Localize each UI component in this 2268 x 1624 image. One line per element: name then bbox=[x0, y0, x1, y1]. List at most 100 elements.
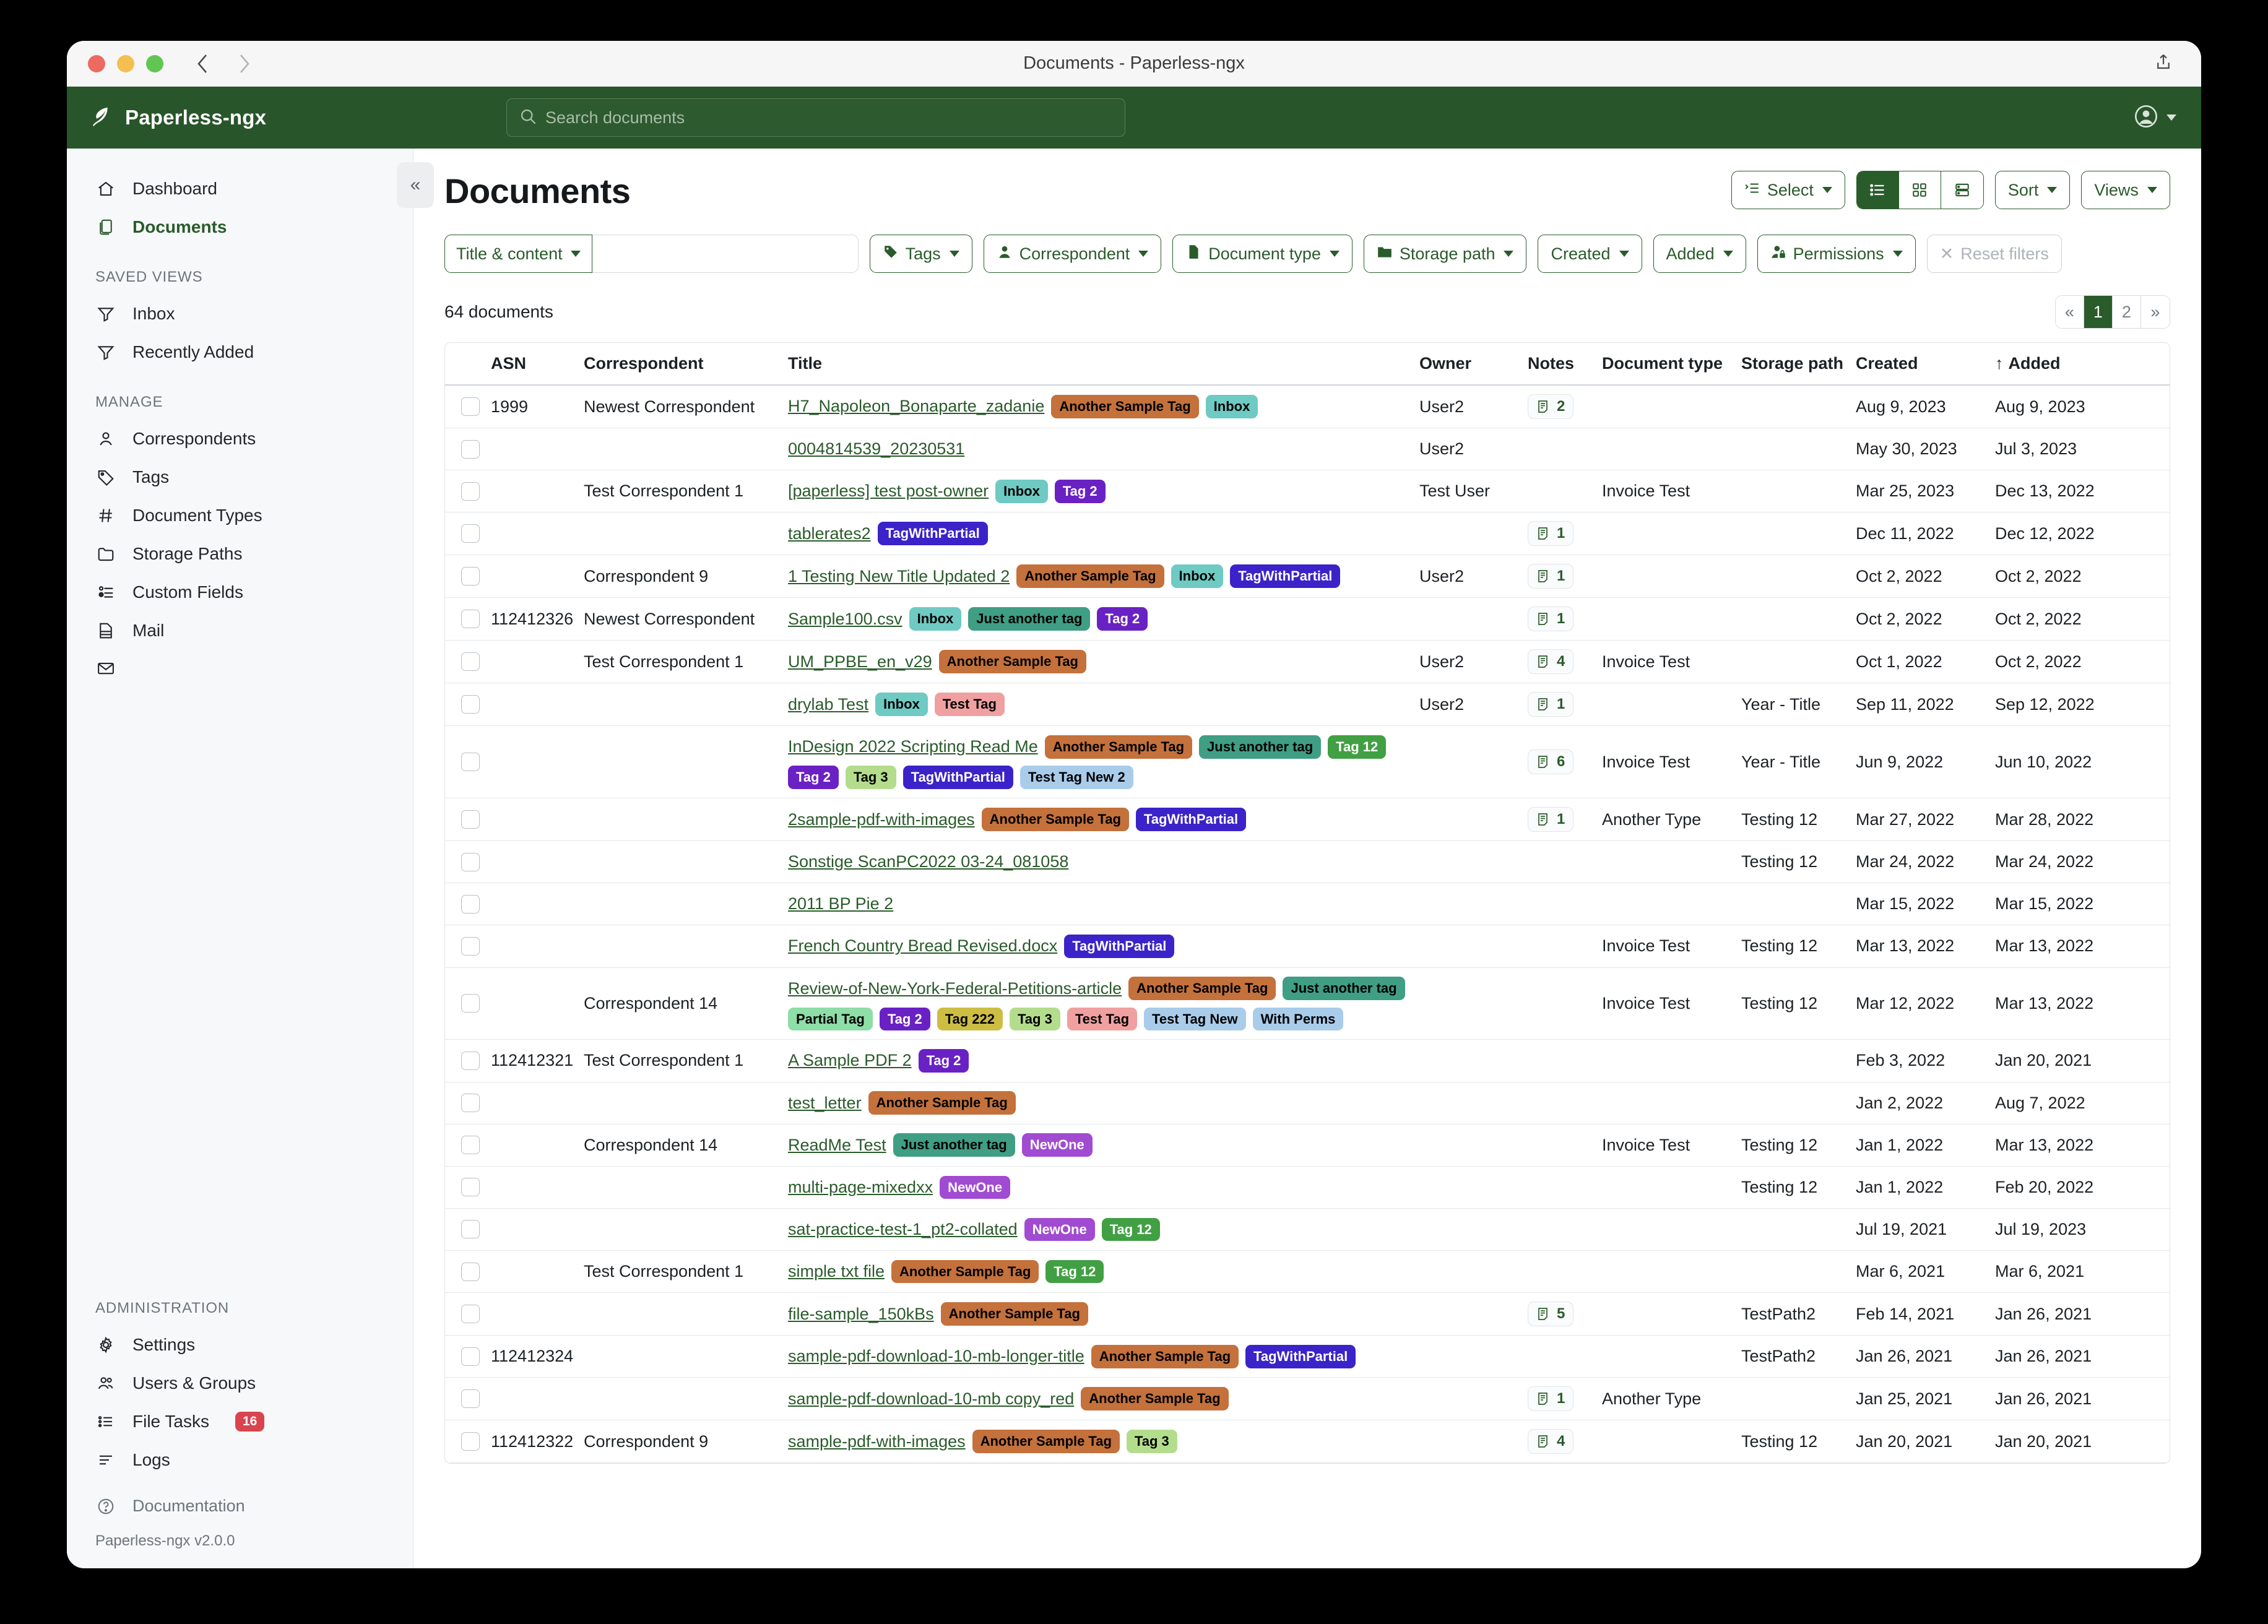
tag-chip[interactable]: Another Sample Tag bbox=[891, 1259, 1039, 1284]
notes-badge[interactable]: 1 bbox=[1528, 607, 1574, 632]
tag-chip[interactable]: Tag 3 bbox=[1010, 1007, 1060, 1031]
row-checkbox[interactable] bbox=[461, 753, 480, 772]
sidebar-item-file-tasks[interactable]: File Tasks 16 bbox=[67, 1402, 413, 1441]
column-header-created[interactable]: Created bbox=[1856, 343, 1995, 386]
row-checkbox[interactable] bbox=[461, 695, 480, 714]
tag-chip[interactable]: Another Sample Tag bbox=[1128, 977, 1276, 1000]
row-checkbox[interactable] bbox=[461, 397, 480, 416]
notes-badge[interactable]: 1 bbox=[1528, 807, 1574, 832]
document-title-link[interactable]: test_letter bbox=[788, 1093, 862, 1112]
document-title-link[interactable]: [paperless] test post-owner bbox=[788, 482, 989, 501]
table-row[interactable]: multi-page-mixedxx NewOne Testing 12 Jan 1,… bbox=[445, 1166, 2170, 1209]
table-row[interactable]: test_letter Another Sample Tag Jan 2, 2022… bbox=[445, 1082, 2170, 1125]
tag-chip[interactable]: NewOne bbox=[940, 1175, 1011, 1199]
tag-chip[interactable]: Test Tag bbox=[1067, 1007, 1138, 1031]
reset-filters-button[interactable]: ✕ Reset filters bbox=[1926, 235, 2062, 273]
sidebar-item-documentation[interactable]: Documentation bbox=[67, 1479, 413, 1525]
row-checkbox[interactable] bbox=[461, 1347, 480, 1366]
tag-chip[interactable]: Another Sample Tag bbox=[1016, 564, 1164, 589]
row-checkbox[interactable] bbox=[461, 1389, 480, 1409]
table-row[interactable]: Test Correspondent 1 UM_PPBE_en_v29 Anothe… bbox=[445, 640, 2170, 684]
large-cards-view-button[interactable] bbox=[1941, 171, 1983, 209]
row-checkbox[interactable] bbox=[461, 994, 480, 1013]
pagination-page-2[interactable]: 2 bbox=[2112, 296, 2141, 328]
document-title-link[interactable]: 0004814539_20230531 bbox=[788, 439, 965, 458]
document-title-link[interactable]: file-sample_150kBs bbox=[788, 1304, 934, 1323]
tag-chip[interactable]: Just another tag bbox=[968, 607, 1091, 631]
sidebar-item-inbox[interactable]: Inbox bbox=[67, 295, 413, 333]
tag-chip[interactable]: Another Sample Tag bbox=[1081, 1387, 1229, 1411]
notes-badge[interactable]: 4 bbox=[1528, 649, 1574, 675]
notes-badge[interactable]: 2 bbox=[1528, 394, 1574, 419]
document-title-link[interactable]: drylab Test bbox=[788, 694, 869, 714]
table-row[interactable]: 2011 BP Pie 2 Mar 15, 2022 Mar 15, 2022 bbox=[445, 883, 2170, 926]
notes-badge[interactable]: 6 bbox=[1528, 749, 1574, 775]
column-header-notes[interactable]: Notes bbox=[1528, 343, 1602, 386]
tag-chip[interactable]: TagWithPartial bbox=[1245, 1344, 1356, 1368]
row-checkbox[interactable] bbox=[461, 1220, 480, 1239]
table-row[interactable]: 112412322 Correspondent 9 sample-pdf-with-… bbox=[445, 1420, 2170, 1464]
small-cards-view-button[interactable] bbox=[1898, 171, 1941, 209]
tag-chip[interactable]: Just another tag bbox=[1199, 735, 1322, 759]
close-window-button[interactable] bbox=[88, 54, 105, 72]
document-title-link[interactable]: ReadMe Test bbox=[788, 1135, 886, 1154]
tag-chip[interactable]: Inbox bbox=[995, 479, 1048, 503]
table-row[interactable]: sat-practice-test-1_pt2-collated NewOne Ta… bbox=[445, 1208, 2170, 1251]
sidebar-item-recently-added[interactable]: Recently Added bbox=[67, 333, 413, 371]
row-checkbox[interactable] bbox=[461, 567, 480, 586]
added-filter-button[interactable]: Added bbox=[1653, 235, 1746, 273]
row-checkbox[interactable] bbox=[461, 482, 480, 501]
document-title-link[interactable]: French Country Bread Revised.docx bbox=[788, 936, 1058, 956]
row-checkbox[interactable] bbox=[461, 1432, 480, 1451]
sidebar-item-users-groups[interactable]: Users & Groups bbox=[67, 1364, 413, 1402]
tag-chip[interactable]: Another Sample Tag bbox=[940, 1302, 1088, 1326]
title-content-dropdown[interactable]: Title & content bbox=[444, 235, 592, 273]
table-row[interactable]: tablerates2 TagWithPartial 1 Dec 11, 2022 De… bbox=[445, 512, 2170, 556]
tag-chip[interactable]: Tag 3 bbox=[1126, 1430, 1177, 1454]
sidebar-item-storage-paths[interactable]: Storage Paths bbox=[67, 535, 413, 573]
document-title-link[interactable]: 2sample-pdf-with-images bbox=[788, 810, 975, 829]
tag-chip[interactable]: Another Sample Tag bbox=[1044, 735, 1193, 759]
table-row[interactable]: sample-pdf-download-10-mb copy_red Anothe… bbox=[445, 1377, 2170, 1421]
document-title-link[interactable]: multi-page-mixedxx bbox=[788, 1177, 933, 1196]
document-title-link[interactable]: sample-pdf-download-10-mb copy_red bbox=[788, 1389, 1075, 1408]
sidebar-item-custom-fields[interactable]: Custom Fields bbox=[67, 573, 413, 611]
sidebar-item-document-types[interactable]: Document Types bbox=[67, 496, 413, 535]
select-button[interactable]: Select bbox=[1731, 171, 1845, 209]
pagination-page-1[interactable]: 1 bbox=[2084, 296, 2113, 328]
tag-chip[interactable]: Tag 2 bbox=[788, 766, 839, 790]
column-header-storage-path[interactable]: Storage path bbox=[1741, 343, 1856, 386]
forward-icon[interactable] bbox=[236, 53, 251, 75]
tag-chip[interactable]: TagWithPartial bbox=[1064, 935, 1175, 958]
tag-chip[interactable]: Tag 12 bbox=[1045, 1259, 1104, 1284]
tag-chip[interactable]: With Perms bbox=[1252, 1007, 1344, 1031]
document-title-link[interactable]: sat-practice-test-1_pt2-collated bbox=[788, 1219, 1018, 1238]
table-row[interactable]: Test Correspondent 1 simple txt file Anoth… bbox=[445, 1250, 2170, 1294]
table-row[interactable]: file-sample_150kBs Another Sample Tag 5 Tes… bbox=[445, 1292, 2170, 1336]
tag-chip[interactable]: Just another tag bbox=[1283, 977, 1405, 1000]
document-title-link[interactable]: Review-of-New-York-Federal-Petitions-art… bbox=[788, 978, 1122, 998]
tag-chip[interactable]: Tag 2 bbox=[879, 1007, 930, 1031]
notes-badge[interactable]: 4 bbox=[1528, 1429, 1574, 1454]
column-header-title[interactable]: Title bbox=[788, 343, 1419, 386]
pagination-next[interactable]: » bbox=[2140, 296, 2170, 328]
created-filter-button[interactable]: Created bbox=[1538, 235, 1642, 273]
sidebar-item-tags[interactable]: Tags bbox=[67, 458, 413, 496]
sidebar-item-templates[interactable]: Mail bbox=[67, 611, 413, 650]
row-checkbox[interactable] bbox=[461, 1051, 480, 1070]
permissions-filter-button[interactable]: Permissions bbox=[1757, 235, 1916, 273]
row-checkbox[interactable] bbox=[461, 1136, 480, 1155]
sidebar-item-settings[interactable]: Settings bbox=[67, 1326, 413, 1364]
brand[interactable]: Paperless-ngx bbox=[88, 104, 397, 132]
document-title-link[interactable]: 1 Testing New Title Updated 2 bbox=[788, 566, 1010, 585]
document-title-link[interactable]: tablerates2 bbox=[788, 524, 871, 543]
tag-chip[interactable]: Inbox bbox=[1171, 564, 1224, 589]
maximize-window-button[interactable] bbox=[146, 54, 163, 72]
document-title-link[interactable]: Sample100.csv bbox=[788, 609, 902, 628]
chevron-double-left-icon[interactable]: « bbox=[397, 162, 434, 208]
document-title-link[interactable]: sample-pdf-with-images bbox=[788, 1432, 966, 1451]
filter-text-input[interactable] bbox=[592, 235, 859, 273]
user-menu[interactable] bbox=[2134, 104, 2176, 132]
tag-chip[interactable]: TagWithPartial bbox=[1230, 564, 1341, 589]
